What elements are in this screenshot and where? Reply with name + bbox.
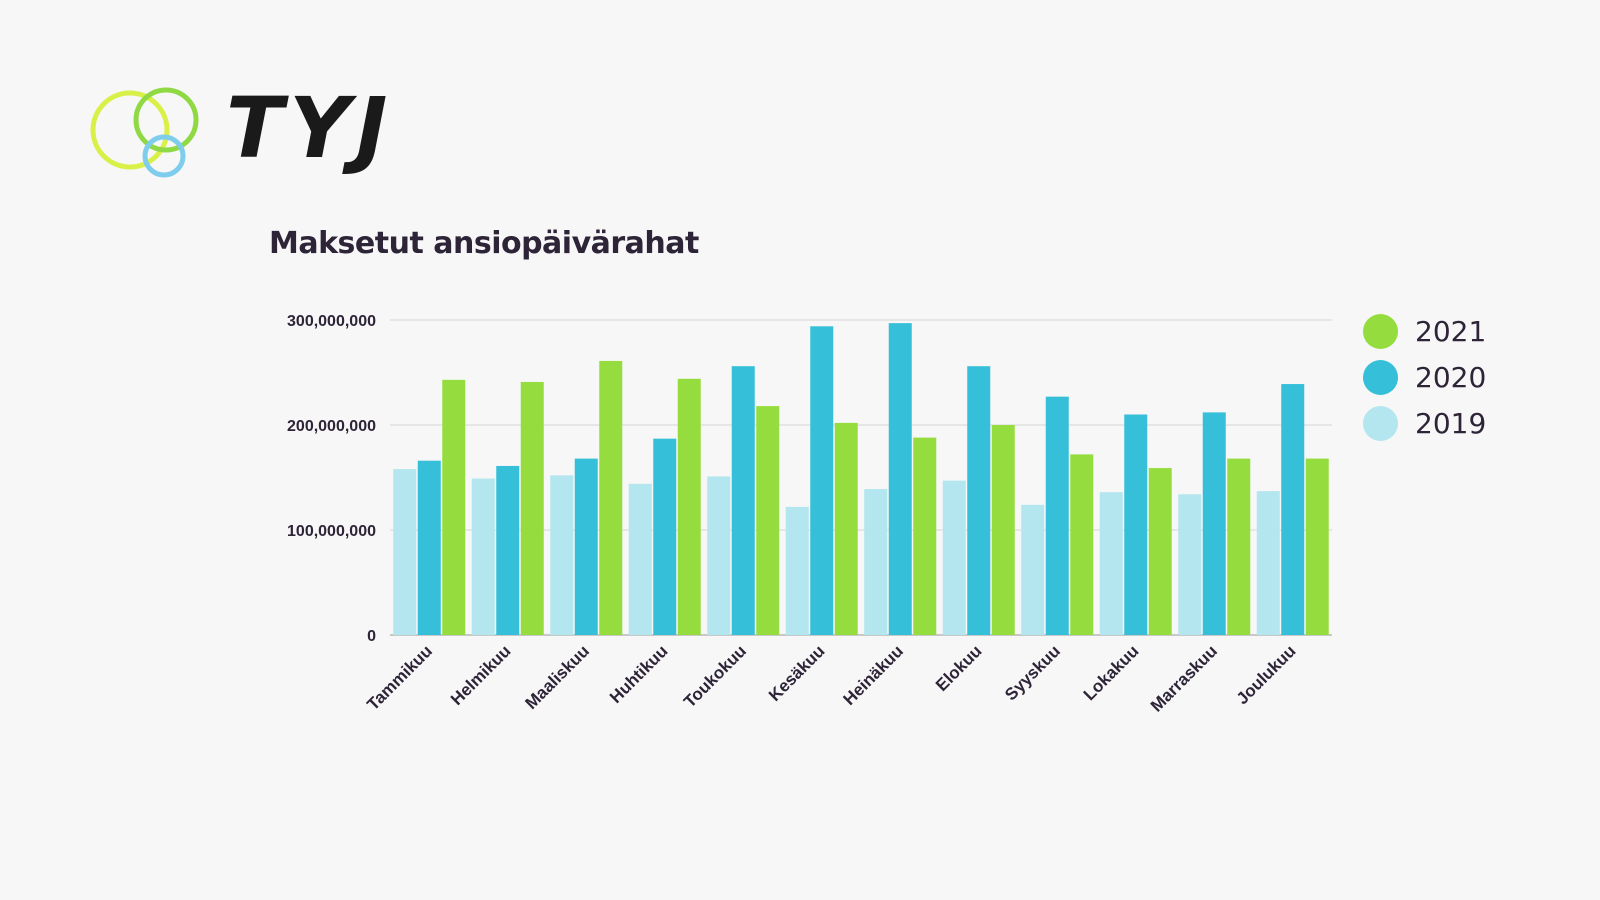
bar-2019-marraskuu bbox=[1178, 494, 1202, 635]
logo-ring-yellow bbox=[90, 90, 170, 170]
bar-2021-marraskuu bbox=[1227, 458, 1251, 635]
legend-swatch bbox=[1363, 359, 1398, 395]
bar-2020-kesäkuu bbox=[810, 326, 834, 635]
bar-2019-elokuu bbox=[942, 480, 966, 635]
bar-2021-helmikuu bbox=[520, 381, 544, 635]
three-rings-logo-icon bbox=[90, 87, 199, 178]
bar-2019-syyskuu bbox=[1021, 504, 1045, 635]
legend-label: 2021 bbox=[1415, 314, 1487, 348]
legend-label: 2019 bbox=[1415, 406, 1487, 440]
bar-2019-helmikuu bbox=[471, 478, 495, 635]
bar-2021-toukokuu bbox=[756, 406, 780, 635]
bar-chart: 0 100,000,000 200,000,000 300,000,000 Tammi… bbox=[287, 313, 1332, 716]
legend-item-2020: 2020 bbox=[1363, 354, 1486, 400]
bar-2019-tammikuu bbox=[393, 469, 417, 635]
bar-2019-maaliskuu bbox=[550, 475, 574, 635]
bar-2021-joulukuu bbox=[1305, 458, 1329, 635]
bar-2020-helmikuu bbox=[496, 465, 520, 635]
x-tick-label: Syyskuu bbox=[1001, 641, 1064, 704]
y-tick-label: 300,000,000 bbox=[287, 313, 376, 330]
x-tick-label: Maaliskuu bbox=[522, 641, 594, 713]
bar-2021-maaliskuu bbox=[599, 360, 623, 635]
bar-2021-lokakuu bbox=[1148, 468, 1172, 635]
bar-2021-elokuu bbox=[991, 425, 1015, 635]
x-axis-ticks: Tammikuu Helmikuu Maaliskuu Huhtikuu Toukoku… bbox=[363, 641, 1299, 715]
logo-ring-blue bbox=[142, 134, 186, 178]
bar-2021-kesäkuu bbox=[834, 422, 858, 635]
legend: 2021 2020 2019 bbox=[1363, 308, 1486, 446]
bar-2019-toukokuu bbox=[707, 476, 731, 635]
x-tick-label: Elokuu bbox=[932, 641, 986, 695]
bar-2021-huhtikuu bbox=[677, 378, 701, 635]
x-tick-label: Joulukuu bbox=[1233, 641, 1300, 708]
bar-2020-toukokuu bbox=[731, 366, 755, 635]
gridlines bbox=[390, 319, 1332, 636]
bar-2020-tammikuu bbox=[417, 460, 441, 635]
legend-item-2019: 2019 bbox=[1363, 400, 1486, 446]
bar-2020-syyskuu bbox=[1045, 396, 1069, 635]
x-tick-label: Kesäkuu bbox=[765, 641, 829, 705]
logo-ring-green bbox=[133, 87, 199, 153]
bar-2020-maaliskuu bbox=[574, 458, 598, 635]
x-tick-label: Huhtikuu bbox=[606, 641, 672, 707]
legend-label: 2020 bbox=[1415, 360, 1487, 394]
legend-item-2021: 2021 bbox=[1363, 308, 1486, 354]
bar-2021-syyskuu bbox=[1070, 454, 1094, 635]
y-tick-label: 200,000,000 bbox=[287, 418, 376, 435]
bar-2019-huhtikuu bbox=[628, 483, 652, 635]
x-tick-label: Lokakuu bbox=[1080, 641, 1143, 704]
bar-2019-joulukuu bbox=[1256, 491, 1280, 635]
x-tick-label: Helmikuu bbox=[447, 641, 515, 709]
x-tick-label: Tammikuu bbox=[363, 641, 436, 714]
x-tick-label: Heinäkuu bbox=[840, 641, 908, 709]
bar-2019-kesäkuu bbox=[785, 506, 809, 635]
x-tick-label: Marraskuu bbox=[1147, 641, 1221, 715]
bar-2020-lokakuu bbox=[1124, 414, 1148, 635]
bar-2019-lokakuu bbox=[1099, 492, 1123, 635]
bars bbox=[393, 323, 1329, 635]
chart-title: Maksetut ansiopäivärahat bbox=[269, 226, 699, 261]
bar-2020-marraskuu bbox=[1202, 412, 1226, 635]
bar-2020-joulukuu bbox=[1281, 384, 1305, 635]
logo-text: TYJ bbox=[226, 79, 394, 177]
bar-2020-heinäkuu bbox=[888, 323, 912, 635]
bar-2021-heinäkuu bbox=[913, 437, 937, 635]
bar-2020-huhtikuu bbox=[653, 438, 677, 635]
bar-2019-heinäkuu bbox=[864, 489, 888, 635]
legend-swatch bbox=[1363, 405, 1398, 441]
bar-2020-elokuu bbox=[967, 366, 991, 635]
bar-2021-tammikuu bbox=[442, 379, 466, 635]
legend-swatch bbox=[1363, 313, 1398, 349]
y-tick-label: 0 bbox=[367, 628, 376, 645]
x-tick-label: Toukokuu bbox=[680, 641, 750, 711]
y-axis-ticks: 0 100,000,000 200,000,000 300,000,000 bbox=[287, 313, 376, 645]
y-tick-label: 100,000,000 bbox=[287, 523, 376, 540]
